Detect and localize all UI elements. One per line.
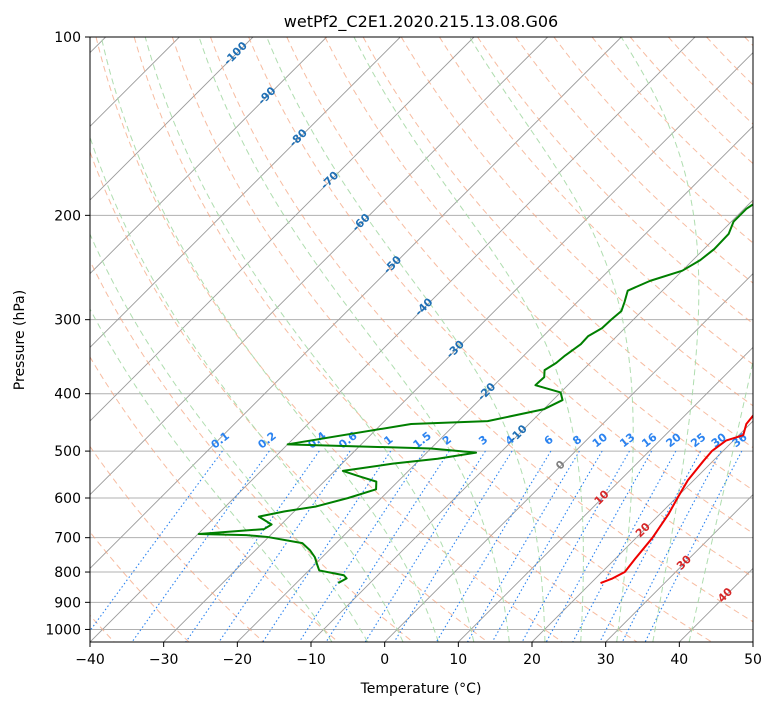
dry-adiabat-line [324,37,753,491]
isotherm-line [531,420,753,642]
mixing-ratio-line [599,450,702,642]
y-axis-label: Pressure (hPa) [12,290,28,390]
dry-adiabat-line [210,37,753,623]
isotherm-line [237,125,753,642]
mixing-ratio-line [621,450,722,642]
y-tick-label: 700 [54,531,81,547]
profiles [197,203,753,584]
mixing-ratio-line [572,450,677,642]
dry-adiabat-line [553,37,753,244]
dry-adiabat-line [90,259,414,642]
mixing-ratio-line [185,450,320,642]
moist-adiabat-line [688,358,753,642]
mixing-ratio-line [545,450,653,642]
plot-frame [89,36,754,643]
moist-adiabat-line [100,37,439,642]
background-lines [90,37,753,642]
y-tick-label: 300 [54,313,81,329]
x-tick-label: 20 [523,652,541,668]
dry-adiabat-line [591,37,753,204]
moist-adiabat-line [90,308,333,642]
dry-adiabat-line [439,37,753,366]
isotherm-line [384,273,753,642]
y-tick-label: 400 [54,387,81,403]
y-tick-label: 900 [54,595,81,611]
moist-adiabat-line [620,37,700,642]
isotherm-line [90,37,401,348]
dewpoint-profile [197,203,753,584]
x-tick-label: 10 [449,652,467,668]
y-tick-label: 500 [54,444,81,460]
x-tick-label: 40 [670,652,688,668]
moist-adiabat-line [266,37,546,642]
dry-adiabat-line [171,37,712,642]
x-axis: −40 −30 −20 −10 0 10 20 30 40 50 [75,642,762,668]
moist-adiabat-line [90,233,369,642]
moist-adiabat-line [353,37,584,642]
dry-adiabat-line [95,37,563,642]
chart-title: wetPf2_C2E1.2020.215.13.08.G06 [284,12,558,32]
isotherm-line [605,494,753,642]
y-axis: 100 200 300 400 500 600 700 800 900 1000 [45,30,90,638]
moist-adiabat-line [144,37,475,642]
mixing-ratio-line [218,450,351,642]
y-tick-label: 1000 [45,622,81,638]
isotherm-line [163,52,753,642]
mixing-ratio-line [521,450,630,642]
dry-adiabat-line [90,356,339,642]
x-tick-label: −20 [223,652,253,668]
isotherm-line [90,37,327,275]
isotherm-line [90,37,548,496]
x-tick-label: 0 [380,652,389,668]
dry-adiabat-line [400,37,753,407]
x-tick-label: −40 [75,652,105,668]
temperature-profile [600,414,753,584]
isotherm-line [90,37,475,422]
x-tick-label: −30 [149,652,179,668]
dry-adiabat-line [133,37,638,642]
dry-adiabat-line [248,37,753,578]
y-tick-label: 100 [54,30,81,46]
y-tick-label: 800 [54,565,81,581]
mixing-ratio-line [364,450,486,642]
mixing-ratio-line [435,450,552,642]
moist-adiabat-line [90,135,404,642]
mixing-ratio-line [131,450,270,642]
isotherm-line [90,37,622,569]
y-tick-label: 600 [54,491,81,507]
isotherm-line [458,346,753,642]
x-tick-label: 30 [597,652,615,668]
isotherm-line [90,37,696,642]
dry-adiabat-line [90,445,264,642]
mixing-ratio-line [491,450,603,642]
mixing-ratio-line [393,450,513,642]
x-tick-label: −10 [296,652,326,668]
mixing-ratio-line [467,450,580,642]
y-tick-label: 200 [54,208,81,224]
isotherm-line [90,37,254,201]
x-axis-label: Temperature (°C) [360,681,482,697]
x-tick-label: 50 [744,652,762,668]
moist-adiabat-line [198,37,510,642]
dry-adiabat-line [286,37,753,534]
dry-adiabat-line [362,37,753,449]
